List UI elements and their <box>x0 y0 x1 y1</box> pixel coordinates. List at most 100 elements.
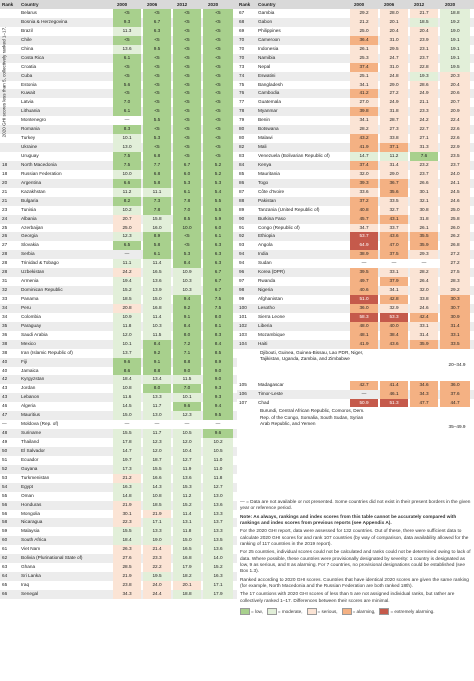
country-cell: Moldova (Rep. of) <box>21 421 59 427</box>
table-row: 43 Jordan 10.8 8.0 7.0 9.3 <box>0 384 237 394</box>
score-cell: 12.0 <box>143 446 171 456</box>
rank-cell: 68 <box>239 18 245 24</box>
score-cell: 17.9 <box>173 563 201 573</box>
rank-cell: 85 <box>239 170 245 176</box>
score-cell: 41.4 <box>380 380 408 390</box>
score-cell: 21.7 <box>410 9 438 18</box>
score-cell: 33.7 <box>380 223 408 233</box>
score-cell: 5.2 <box>203 169 233 179</box>
country-cell: Russian Federation <box>21 170 62 176</box>
score-cell: <5 <box>173 71 201 81</box>
score-cell: 31.4 <box>410 330 438 340</box>
score-cell: 37.1 <box>380 143 408 153</box>
score-cell: 6.1 <box>113 107 141 117</box>
score-cell: 36.0 <box>440 380 470 390</box>
score-cell: 18.8 <box>173 589 201 599</box>
country-cell: Albania <box>21 215 37 221</box>
rank-cell: 67 <box>239 10 245 15</box>
rank-cell: 105 <box>239 381 247 387</box>
score-cell: 9.5 <box>203 411 233 421</box>
score-cell: 10.3 <box>143 321 171 331</box>
score-cell: <5 <box>203 62 233 72</box>
score-cell: <5 <box>203 134 233 144</box>
year-2000-header: 2000 <box>354 2 365 7</box>
group-note-row: Burundi, Central African Republic, Comor… <box>237 407 474 447</box>
score-cell: <5 <box>203 44 233 54</box>
country-cell: Pakistan <box>258 197 276 203</box>
legend-swatch <box>379 608 390 616</box>
score-cell: <5 <box>173 44 201 54</box>
country-cell: Lebanon <box>21 394 40 400</box>
score-cell: 11.2 <box>380 152 408 161</box>
score-cell: — <box>215 421 221 427</box>
rank-cell: 23 <box>2 206 8 212</box>
score-cell: 23.7 <box>440 160 470 170</box>
country-cell: Gabon <box>258 18 273 24</box>
score-cell: 47.7 <box>410 398 438 408</box>
country-cell: Turkey <box>21 135 36 141</box>
score-cell: 33.1 <box>440 330 470 340</box>
table-row: 64 Sri Lanka 21.9 19.5 18.2 16.3 <box>0 572 237 582</box>
table-header: Rank Country 2000 2006 2012 2020 <box>0 0 237 9</box>
rank-cell: 94 <box>239 260 245 266</box>
score-cell: 19.3 <box>410 71 438 81</box>
score-cell: 6.8 <box>143 152 171 161</box>
table-row: 96 Korea (DPR) 39.5 33.1 28.2 27.5 <box>237 268 474 278</box>
score-cell: 49.7 <box>350 277 378 287</box>
score-cell: 10.2 <box>113 205 141 215</box>
rank-cell: 77 <box>239 99 245 105</box>
rank-cell: 61 <box>2 546 8 552</box>
score-cell: <5 <box>113 71 141 81</box>
score-cell: 11.8 <box>173 527 201 537</box>
score-cell: 13.6 <box>203 500 233 510</box>
score-cell: 11.6 <box>113 393 141 403</box>
rank-cell: 43 <box>2 385 8 391</box>
score-cell: 24.7 <box>380 53 408 63</box>
score-cell: 10.4 <box>173 446 201 456</box>
score-cell: <5 <box>173 125 201 135</box>
table-row: 65 Iraq 23.8 24.0 20.1 17.1 <box>0 581 237 590</box>
score-cell: <5 <box>173 80 201 90</box>
score-cell: 34.6 <box>410 380 438 390</box>
country-cell: Bangladesh <box>258 81 283 87</box>
note-ranking: Ranked according to 2020 GHI scores. Cou… <box>240 577 469 590</box>
score-cell: 19.0 <box>440 26 470 36</box>
score-cell: 8.6 <box>113 366 141 376</box>
table-row: Costa Rica 6.1 <5 <5 <5 <box>0 53 237 63</box>
country-header: Country <box>21 2 39 7</box>
score-cell: 9.5 <box>143 44 171 54</box>
score-cell: 12.0 <box>173 438 201 447</box>
score-cell: <5 <box>173 241 201 251</box>
country-cell: Malawi <box>258 135 273 141</box>
country-cell: Fiji <box>21 358 27 364</box>
country-cell: Croatia <box>21 63 37 69</box>
score-cell: 11.4 <box>143 312 171 322</box>
country-cell: Trinidad & Tobago <box>21 260 59 266</box>
country-cell: Guatemala <box>258 99 281 105</box>
country-cell: Armenia <box>21 278 39 284</box>
score-cell: 13.5 <box>203 536 233 546</box>
table-row: 98 Nigeria 40.6 34.1 32.0 29.2 <box>237 286 474 296</box>
country-cell: Malaysia <box>21 528 40 534</box>
score-cell: 5.5 <box>203 196 233 206</box>
score-cell: 14.8 <box>113 491 141 501</box>
legend-label: = extremely alarming. <box>390 609 435 615</box>
score-cell: 18.8 <box>440 9 470 18</box>
score-cell: 30.8 <box>410 205 438 215</box>
score-cell: 15.2 <box>173 500 201 510</box>
rank-cell: 73 <box>239 63 245 69</box>
year-2000-header: 2000 <box>117 2 128 7</box>
score-cell: 35.9 <box>410 339 438 349</box>
score-cell: 10.0 <box>173 223 201 233</box>
side-note-text: 2020 GHI scores less than 5, collectivel… <box>1 26 7 138</box>
country-cell: Peru <box>21 304 31 310</box>
score-cell: 41.2 <box>350 89 378 99</box>
score-cell: 34.3 <box>113 589 141 599</box>
score-cell: 5.5 <box>143 116 171 126</box>
country-cell: Congo (Republic of) <box>258 224 300 230</box>
score-cell: <5 <box>143 98 171 108</box>
score-cell: — <box>124 251 130 257</box>
score-cell: 31.0 <box>380 35 408 45</box>
score-cell: 6.0 <box>203 223 233 233</box>
score-cell: 13.3 <box>203 509 233 519</box>
